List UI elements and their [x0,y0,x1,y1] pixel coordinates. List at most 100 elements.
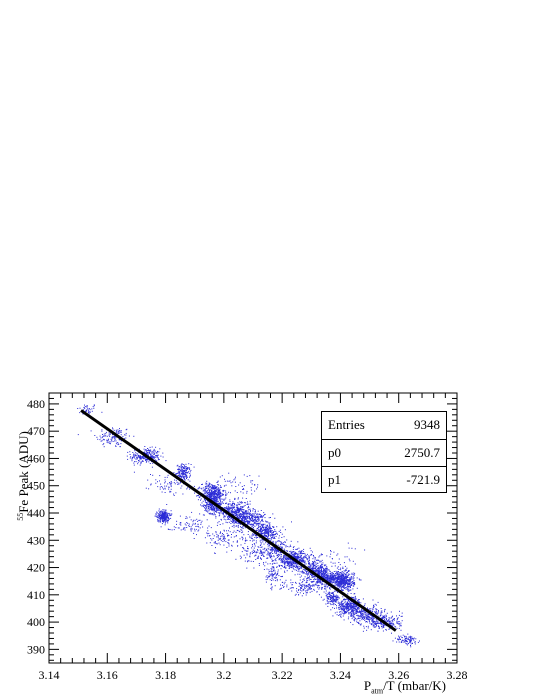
data-point [223,490,225,492]
data-point [312,573,313,575]
data-point [340,572,342,574]
data-point [103,446,105,448]
data-point [93,404,95,406]
data-point [242,506,244,508]
data-point [264,533,266,535]
data-point [384,608,386,610]
data-point [244,512,246,514]
data-point [317,573,319,575]
data-point [214,511,216,512]
data-point [240,516,242,518]
data-point [280,561,282,563]
data-point [352,581,354,582]
data-point [106,435,108,437]
data-point [360,623,362,625]
data-point [348,590,350,591]
data-point [242,525,244,527]
data-point [256,517,258,519]
data-point [312,565,314,567]
data-point [350,605,352,607]
data-point [331,603,333,605]
data-point [215,502,217,504]
data-point [254,517,256,518]
data-point [283,560,285,562]
data-point [375,623,377,625]
data-point [238,508,240,510]
data-point [395,626,397,628]
data-point [208,504,210,506]
data-point [255,518,257,520]
data-point [375,608,377,610]
data-point [153,453,155,455]
data-point [218,496,219,498]
data-point [271,549,273,551]
data-point [325,572,327,574]
data-point [187,479,189,481]
data-point [329,593,331,595]
data-point [325,592,327,594]
data-point [331,574,333,576]
data-point [290,565,292,567]
data-point [143,456,145,458]
data-point [261,530,263,532]
data-point [260,515,262,517]
data-point [263,532,265,534]
data-point [373,617,375,619]
data-point [206,495,208,497]
data-point [372,624,374,626]
data-point [332,574,334,576]
data-point [197,488,199,490]
data-point [343,605,345,607]
data-point [218,494,219,496]
data-point [287,563,289,564]
data-point [248,521,250,523]
data-point [350,608,352,610]
data-point [342,577,344,579]
data-point [246,520,248,522]
data-point [213,507,215,509]
data-point [146,458,147,460]
data-point [346,582,348,584]
data-point [189,488,191,490]
data-point [248,521,250,523]
data-point [213,488,215,489]
data-point [346,610,348,612]
data-point [184,471,186,473]
data-point [136,457,138,459]
data-point [214,487,216,489]
data-point [112,434,113,435]
data-point [268,531,270,533]
data-point [328,569,330,571]
data-point [366,614,368,616]
data-point [112,428,114,430]
data-point [268,530,270,532]
data-point [150,449,152,451]
data-point [338,578,340,580]
data-point [377,601,379,603]
data-point [260,539,262,541]
data-point [295,557,297,559]
data-point [310,567,312,569]
data-point [353,574,355,576]
data-point [321,567,323,568]
data-point [248,512,250,514]
data-point [317,571,319,573]
data-point [245,502,247,504]
data-point [364,618,366,619]
data-point [118,430,120,432]
data-point [337,599,339,601]
data-point [156,460,158,462]
data-point [323,598,325,600]
data-point [164,482,166,484]
data-point [296,552,298,554]
data-point [360,610,362,612]
data-point [183,472,184,474]
data-point [219,504,221,506]
data-point [307,575,309,577]
data-point [99,435,101,437]
data-point [246,521,248,523]
data-point [253,520,255,522]
data-point [369,617,371,619]
data-point [335,594,337,596]
data-point [136,455,138,457]
